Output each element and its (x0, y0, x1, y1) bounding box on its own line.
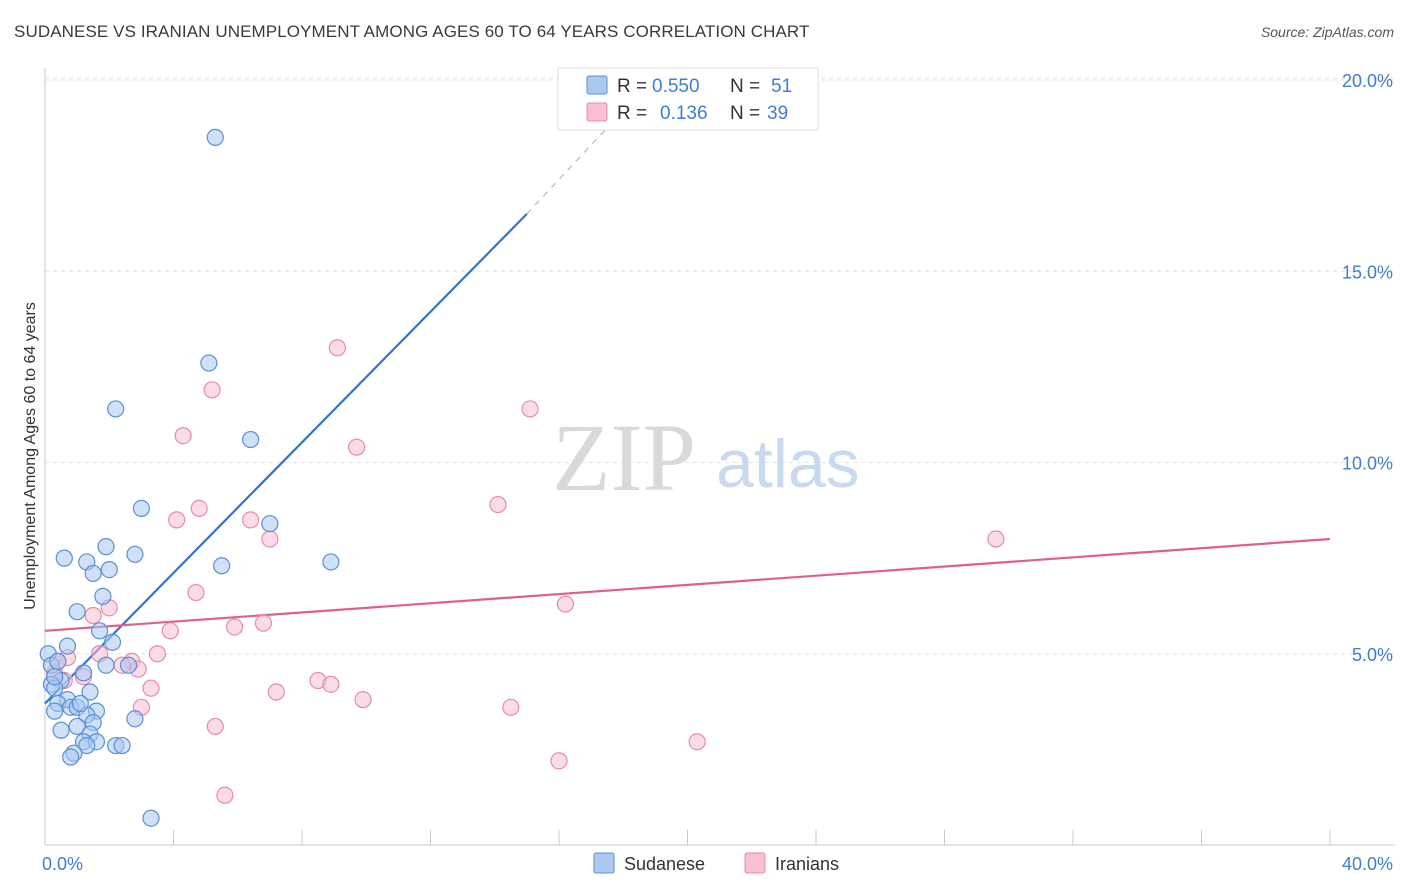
iranian-trendline (44, 537, 1331, 632)
sudanese-point (103, 633, 122, 651)
iranian-point (987, 530, 1005, 548)
trendlines (44, 110, 1331, 705)
iranian-point (254, 614, 273, 632)
sudanese-point (119, 656, 138, 674)
sudanese-point (132, 499, 150, 517)
tick-labels: 5.0% 10.0% 15.0% 20.0% 0.0% 40.0% (42, 71, 1393, 874)
sudanese-point (62, 748, 80, 766)
sudanese-point (58, 637, 77, 655)
x-tick-label-max: 40.0% (1342, 854, 1393, 874)
sudanese-point (100, 560, 118, 579)
iranian-point (502, 698, 520, 716)
sudanese-point (322, 553, 340, 571)
sudanese-point (52, 721, 70, 739)
sudanese-point (55, 549, 73, 567)
iranian-point (521, 400, 539, 418)
sudanese-point (261, 515, 279, 533)
axes-layer (44, 68, 1395, 846)
iranian-point (84, 606, 102, 625)
iranian-point (168, 511, 186, 529)
iranian-point (328, 339, 346, 357)
iranian-point (489, 495, 507, 514)
sudanese-point (46, 702, 64, 720)
iranian-point (216, 786, 234, 804)
sudanese-point (206, 128, 224, 146)
bottom-legend-swatch-sudanese (593, 852, 615, 874)
watermark-zip: ZIP (552, 404, 696, 511)
data-points (39, 128, 1005, 827)
sudanese-point (46, 668, 64, 686)
sudanese-point (126, 545, 144, 563)
sudanese-point (97, 656, 115, 674)
iranian-point (267, 683, 285, 701)
legend-swatch-iranians (586, 102, 608, 122)
sudanese-point (113, 736, 131, 755)
iranian-point (550, 752, 568, 770)
legend-n-label-iranians: N = (730, 103, 760, 124)
sudanese-point (68, 603, 86, 621)
sudanese-point (200, 354, 218, 372)
sudanese-point (74, 664, 93, 682)
bottom-legend-swatch-iranians (744, 852, 766, 874)
watermark: ZIP atlas (552, 404, 860, 511)
bottom-legend-label-sudanese: Sudanese (624, 854, 705, 874)
iranian-point (688, 733, 706, 751)
iranian-point (161, 622, 179, 640)
iranian-point (203, 381, 221, 399)
y-tick-label: 10.0% (1342, 454, 1393, 474)
correlation-legend: R = 0.550 N = 51 R = 0.136 N = 39 (557, 67, 819, 131)
watermark-atlas: atlas (716, 426, 860, 502)
sudanese-point (91, 622, 109, 640)
sudanese-point (142, 809, 160, 827)
x-tick-label-min: 0.0% (42, 854, 83, 874)
iranian-point (148, 645, 167, 663)
sudanese-point (71, 694, 89, 713)
sudanese-point (97, 538, 115, 556)
sudanese-point (126, 710, 144, 728)
iranian-point (206, 717, 224, 736)
iranian-point (322, 675, 340, 693)
sudanese-point (78, 736, 96, 755)
iranian-point (556, 595, 575, 613)
legend-n-value-iranians: 39 (767, 103, 788, 124)
sudanese-point (81, 683, 99, 701)
legend-r-value-sudanese: 0.550 (652, 76, 700, 97)
source-label: Source: ZipAtlas.com (1260, 24, 1394, 40)
sudanese-point (94, 587, 112, 605)
iranian-point (225, 618, 244, 636)
series-legend: Sudanese Iranians (593, 852, 839, 874)
legend-r-label-sudanese: R = (617, 76, 647, 97)
sudanese-point (68, 717, 86, 736)
iranian-point (261, 530, 279, 548)
legend-n-label-sudanese: N = (730, 76, 760, 97)
iranian-point (142, 679, 160, 697)
sudanese-point (107, 400, 125, 418)
sudanese-point (49, 652, 67, 671)
iranian-point (174, 427, 192, 445)
iranian-point (354, 691, 372, 709)
bottom-legend-label-iranians: Iranians (775, 854, 839, 874)
iranian-point (190, 499, 208, 517)
iranian-point (242, 511, 260, 529)
grid-layer (45, 77, 1395, 655)
y-tick-label: 15.0% (1342, 262, 1393, 282)
iranian-point (348, 438, 366, 456)
sudanese-point (242, 430, 260, 449)
sudanese-point (84, 564, 102, 583)
sudanese-point (213, 557, 231, 575)
y-tick-label: 5.0% (1352, 645, 1393, 665)
legend-swatch-sudanese (586, 75, 608, 95)
legend-n-value-sudanese: 51 (771, 76, 792, 97)
sudanese-trendline (44, 213, 528, 705)
y-tick-label: 20.0% (1342, 71, 1393, 91)
legend-r-value-iranians: 0.136 (660, 103, 708, 124)
chart-title: SUDANESE VS IRANIAN UNEMPLOYMENT AMONG A… (14, 22, 810, 41)
legend-r-label-iranians: R = (617, 103, 647, 124)
iranian-point (187, 583, 205, 602)
